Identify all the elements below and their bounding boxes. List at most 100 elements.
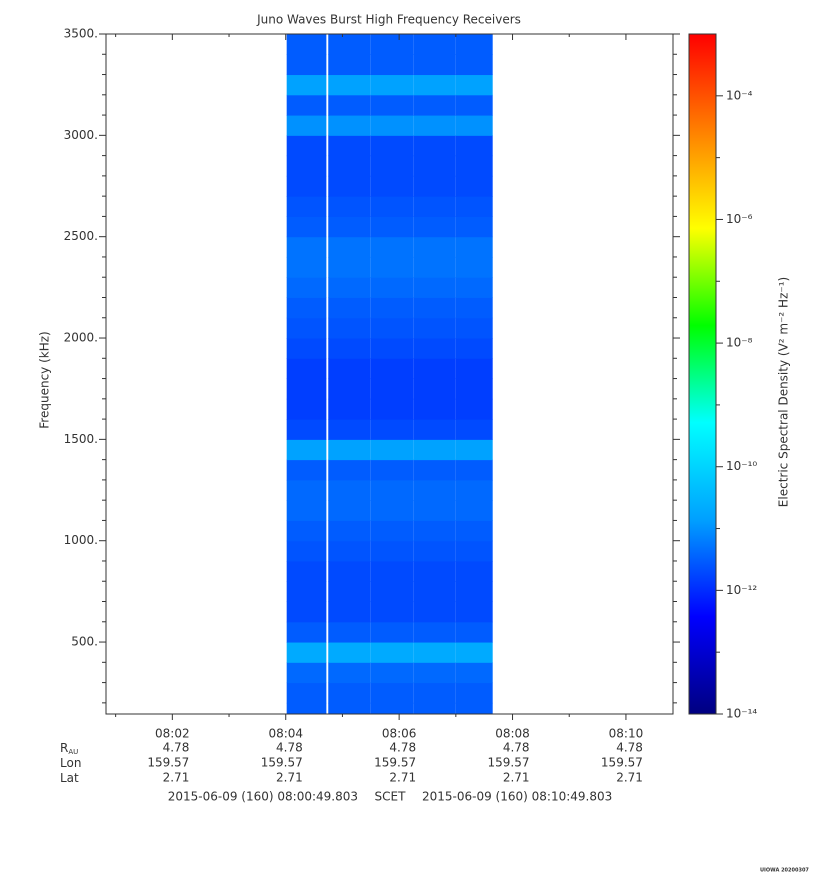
ephemeris-value: 159.57 (261, 756, 303, 770)
ephemeris-value: 159.57 (374, 756, 416, 770)
heatmap-cell (455, 74, 493, 96)
ephemeris-label-sub: AU (68, 748, 78, 756)
heatmap-cell (328, 459, 371, 481)
heatmap-cell (455, 601, 493, 623)
heatmap-cell (286, 358, 327, 380)
heatmap-cell (286, 175, 327, 197)
heatmap-cell (455, 54, 493, 76)
heatmap-cell (413, 216, 456, 238)
heatmap-cell (413, 520, 456, 542)
heatmap-cell (286, 621, 327, 643)
heatmap-cell (413, 175, 456, 197)
heatmap-cell (328, 540, 371, 562)
ephemeris-value: 4.78 (163, 741, 190, 755)
heatmap-cell (455, 216, 493, 238)
heatmap-cell (370, 642, 414, 663)
heatmap-cell (328, 338, 371, 359)
heatmap-cell (328, 236, 371, 258)
heatmap-cell (455, 398, 493, 420)
ephemeris-value: 4.78 (503, 741, 530, 755)
ephemeris-value: 159.57 (147, 756, 189, 770)
heatmap-cell (370, 277, 414, 298)
heatmap-cell (413, 621, 456, 643)
heatmap-cell (455, 459, 493, 481)
heatmap-cell (370, 54, 414, 76)
ephemeris-value: 4.78 (616, 741, 643, 755)
heatmap-cell (328, 419, 371, 440)
heatmap-cell (370, 419, 414, 440)
heatmap-cell (328, 662, 371, 684)
y-tick-label: 3000. (64, 128, 98, 142)
heatmap-cell (413, 682, 456, 704)
heatmap-cell (286, 682, 327, 704)
heatmap-cell (413, 419, 456, 440)
heatmap-cell (286, 94, 327, 116)
heatmap-cell (370, 338, 414, 359)
ephemeris-label: Lon (60, 756, 81, 770)
heatmap-cell (413, 236, 456, 258)
heatmap-cell (286, 236, 327, 258)
heatmap-cell (370, 216, 414, 238)
heatmap-cell (455, 256, 493, 278)
x-tick-label: 08:04 (268, 727, 303, 741)
heatmap-cell (328, 256, 371, 278)
ephemeris-value: 159.57 (601, 756, 643, 770)
y-tick-label: 2000. (64, 331, 98, 345)
colorbar-label: Electric Spectral Density (V² m⁻² Hz⁻¹) (777, 277, 791, 507)
heatmap-cell (455, 94, 493, 116)
heatmap-cell (413, 500, 456, 521)
chart-title: Juno Waves Burst High Frequency Receiver… (256, 13, 521, 27)
heatmap-cell (286, 500, 327, 521)
heatmap-cell (455, 621, 493, 643)
heatmap-cell (413, 317, 456, 339)
x-tick-label: 08:10 (609, 727, 644, 741)
heatmap-cell (455, 338, 493, 359)
heatmap-cell (413, 601, 456, 623)
heatmap-cell (413, 560, 456, 582)
heatmap-cell (413, 378, 456, 400)
heatmap-cell (413, 34, 456, 55)
heatmap-cell (286, 34, 327, 55)
heatmap-cell (455, 34, 493, 55)
heatmap-cell (286, 581, 327, 603)
ephemeris-value: 4.78 (389, 741, 416, 755)
heatmap-cell (370, 621, 414, 643)
ephemeris-value: 2.71 (276, 771, 303, 785)
heatmap-cell (455, 540, 493, 562)
colorbar-tick-label: 10⁻⁴ (726, 88, 753, 102)
heatmap-cell (370, 196, 414, 217)
heatmap-cell (286, 256, 327, 278)
heatmap-cell (286, 277, 327, 298)
heatmap-cell (328, 520, 371, 542)
heatmap-cell (413, 662, 456, 684)
heatmap-cell (413, 135, 456, 157)
heatmap-cell (370, 94, 414, 116)
heatmap-cell (455, 439, 493, 461)
ephemeris-value: 2.71 (163, 771, 190, 785)
plot-frame (105, 33, 674, 715)
ephemeris-value: 159.57 (488, 756, 530, 770)
heatmap-cell (413, 74, 456, 96)
heatmap-cell (328, 601, 371, 623)
heatmap-cell (370, 520, 414, 542)
heatmap-cell (328, 500, 371, 521)
y-tick-label: 3500. (64, 27, 98, 41)
heatmap-cell (413, 642, 456, 663)
heatmap-cell (286, 419, 327, 440)
heatmap-cell (455, 297, 493, 319)
y-tick-label: 2500. (64, 229, 98, 243)
x-tick-label: 08:06 (382, 727, 417, 741)
heatmap-cell (328, 581, 371, 603)
heatmap-cell (413, 702, 456, 715)
heatmap-cell (286, 560, 327, 582)
heatmap-cell (413, 54, 456, 76)
x-tick-label: 08:08 (495, 727, 530, 741)
heatmap-cell (370, 155, 414, 177)
heatmap-cell (413, 540, 456, 562)
y-tick-label: 1500. (64, 432, 98, 446)
heatmap-cell (286, 74, 327, 96)
heatmap-cell (413, 439, 456, 461)
heatmap-cell (328, 94, 371, 116)
heatmap-cell (370, 439, 414, 461)
heatmap-cell (328, 358, 371, 380)
